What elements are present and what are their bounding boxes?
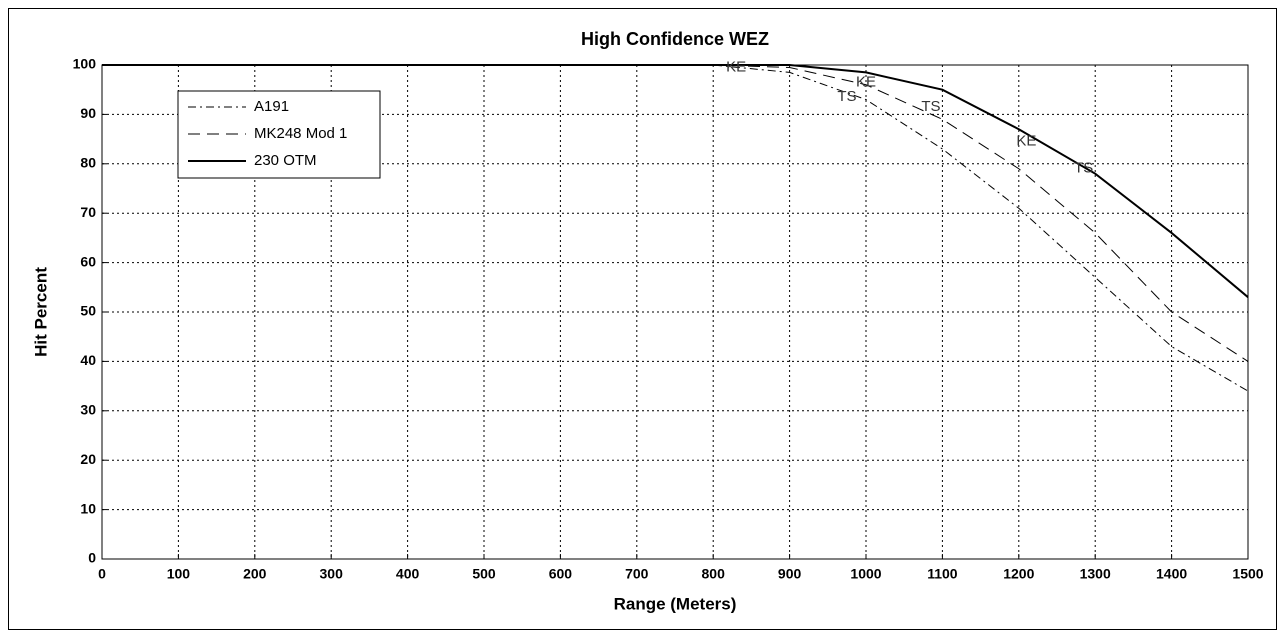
x-tick-label: 700 xyxy=(625,566,649,582)
series-line xyxy=(102,64,1249,298)
annotation: KE xyxy=(1016,133,1036,150)
y-tick-label: 20 xyxy=(80,451,96,467)
annotation: TS xyxy=(1074,160,1093,177)
chart-title: High Confidence WEZ xyxy=(581,29,769,49)
y-tick-label: 10 xyxy=(80,500,96,516)
legend-label: A191 xyxy=(254,98,289,115)
series-line xyxy=(102,64,1249,392)
annotation: KE xyxy=(726,58,746,75)
x-tick-label: 200 xyxy=(243,566,267,582)
x-tick-label: 1500 xyxy=(1232,566,1263,582)
x-tick-label: 1000 xyxy=(850,566,881,582)
x-tick-label: 100 xyxy=(167,566,191,582)
y-tick-label: 40 xyxy=(80,352,96,368)
y-tick-label: 70 xyxy=(80,204,96,220)
y-tick-label: 100 xyxy=(73,56,97,72)
x-tick-label: 1200 xyxy=(1003,566,1034,582)
y-tick-label: 90 xyxy=(80,105,96,121)
x-tick-label: 500 xyxy=(472,566,496,582)
y-tick-label: 0 xyxy=(88,550,96,566)
x-tick-label: 600 xyxy=(549,566,573,582)
x-tick-label: 0 xyxy=(98,566,106,582)
y-tick-label: 50 xyxy=(80,303,96,319)
x-tick-label: 1300 xyxy=(1080,566,1111,582)
annotation: KE xyxy=(856,73,876,90)
x-tick-label: 400 xyxy=(396,566,420,582)
x-tick-label: 1400 xyxy=(1156,566,1187,582)
x-tick-label: 800 xyxy=(702,566,726,582)
x-tick-label: 300 xyxy=(320,566,344,582)
x-tick-label: 1100 xyxy=(927,566,958,582)
legend-label: 230 OTM xyxy=(254,152,317,169)
annotation: TS xyxy=(837,88,856,105)
y-axis-label: Hit Percent xyxy=(31,267,50,357)
x-tick-label: 900 xyxy=(778,566,802,582)
annotation: TS xyxy=(921,98,940,115)
x-axis-label: Range (Meters) xyxy=(614,594,737,613)
y-tick-label: 60 xyxy=(80,253,96,269)
y-tick-label: 30 xyxy=(80,402,96,418)
y-tick-label: 80 xyxy=(80,155,96,171)
legend-label: MK248 Mod 1 xyxy=(254,125,347,142)
